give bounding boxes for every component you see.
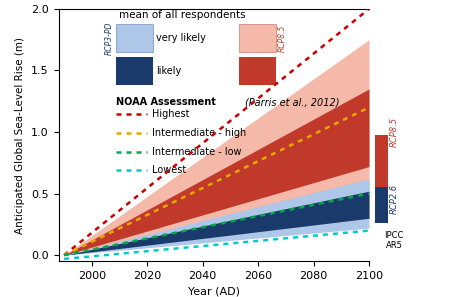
Bar (374, 135, 388, 191)
Text: mean of all respondents: mean of all respondents (119, 10, 246, 20)
Text: RCP2.6: RCP2.6 (389, 184, 398, 214)
Text: RCP8.5: RCP8.5 (278, 24, 287, 52)
Text: RCP3-PD: RCP3-PD (105, 21, 114, 55)
Text: very likely: very likely (156, 33, 206, 43)
X-axis label: Year (AD): Year (AD) (188, 287, 240, 297)
Bar (116, 24, 153, 52)
Text: Intermediate - low: Intermediate - low (152, 146, 241, 157)
Text: Highest: Highest (152, 109, 189, 119)
Bar (374, 187, 388, 223)
Text: Lowest: Lowest (152, 165, 186, 176)
Bar (238, 57, 276, 85)
Bar (238, 24, 276, 52)
Text: (Parris et al., 2012): (Parris et al., 2012) (245, 97, 339, 107)
Text: RCP8.5: RCP8.5 (389, 117, 398, 147)
Text: Intermediate - high: Intermediate - high (152, 128, 246, 138)
Text: likely: likely (156, 66, 181, 76)
Y-axis label: Anticipated Global Sea-Level Rise (m): Anticipated Global Sea-Level Rise (m) (15, 37, 26, 234)
Text: IPCC
AR5: IPCC AR5 (384, 230, 404, 250)
Bar (116, 57, 153, 85)
Text: NOAA Assessment: NOAA Assessment (116, 97, 219, 107)
